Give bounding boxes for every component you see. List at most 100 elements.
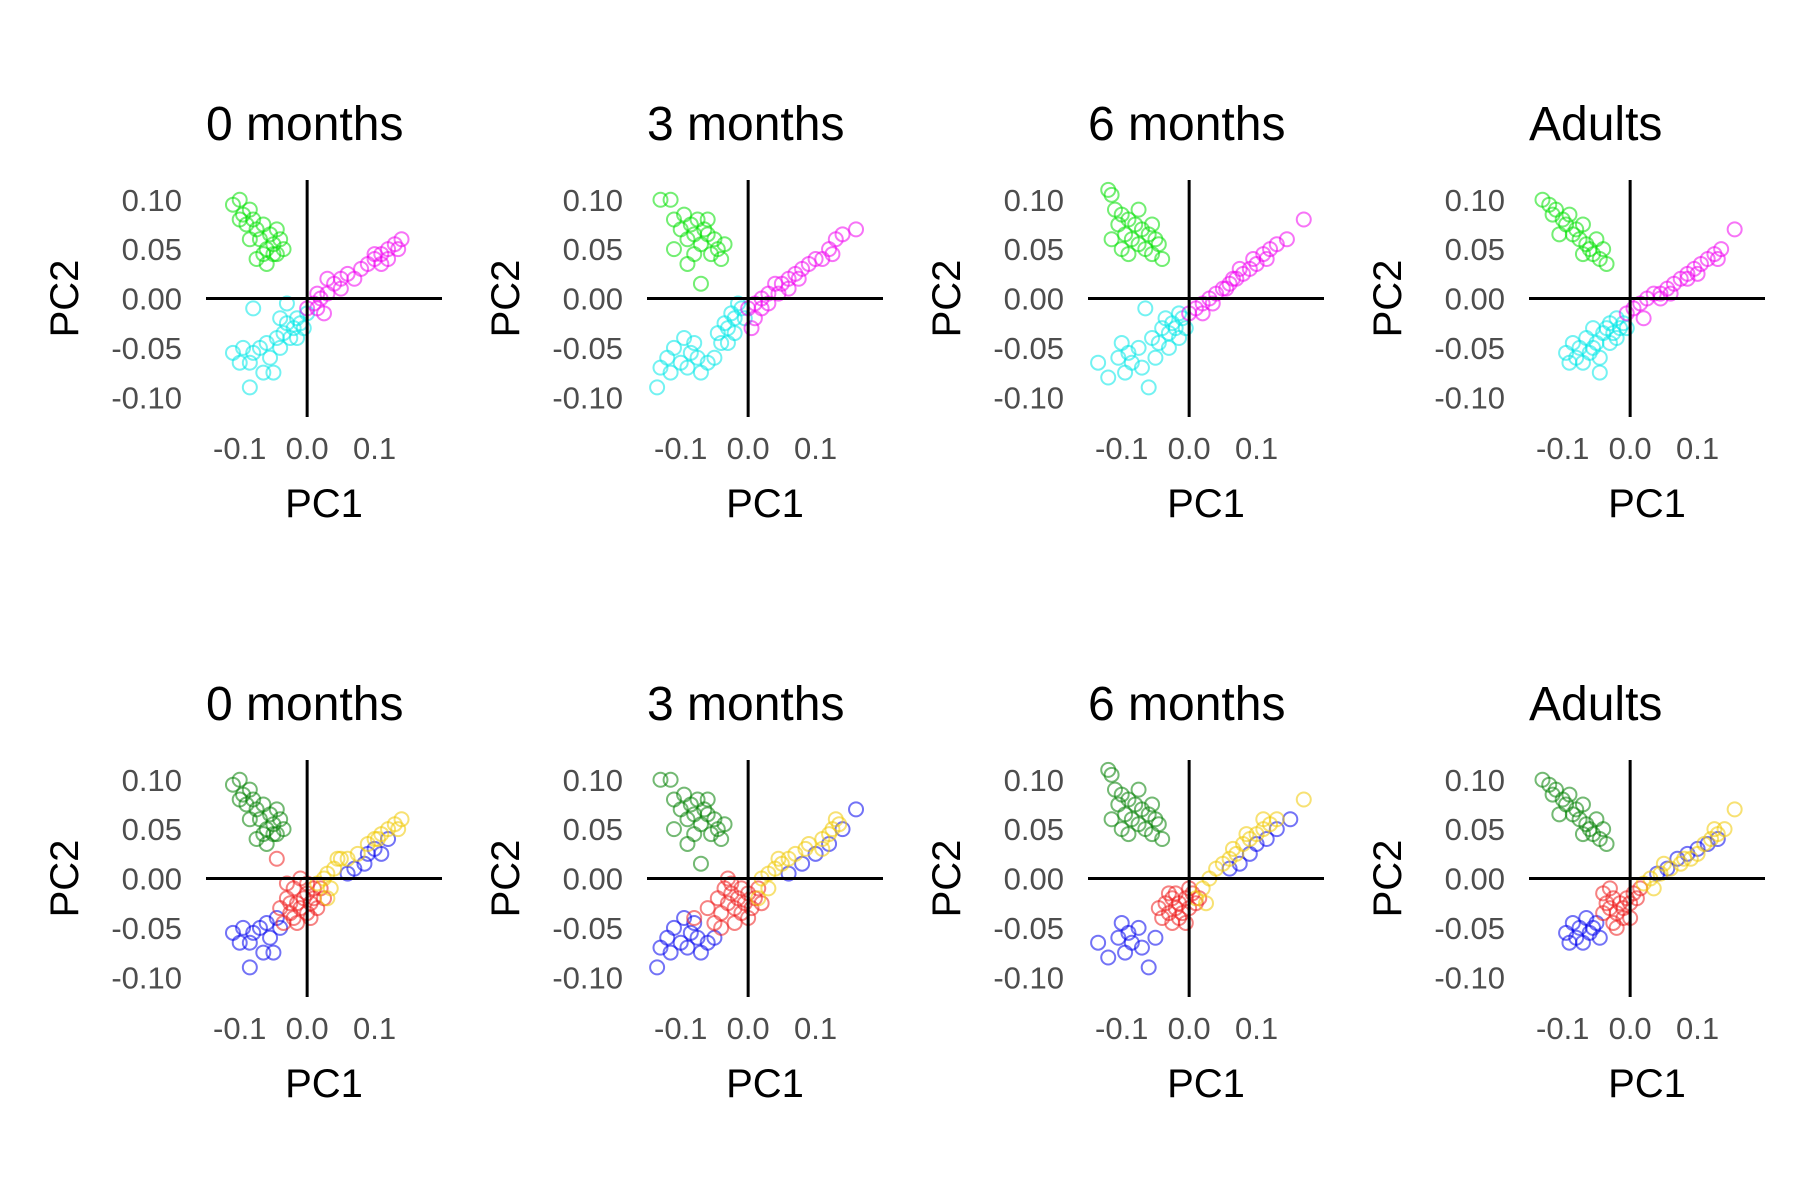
data-point: [1150, 816, 1167, 833]
y-tick-label: -0.10: [1434, 380, 1505, 415]
data-point: [699, 900, 716, 917]
data-point: [848, 221, 865, 238]
x-tick-label: 0.0: [727, 1011, 770, 1046]
data-point: [1177, 320, 1194, 337]
data-point: [1561, 206, 1578, 223]
y-axis-title: PC2: [1366, 840, 1410, 918]
y-tick-label: -0.10: [993, 380, 1064, 415]
data-point: [713, 831, 730, 847]
data-point: [241, 959, 258, 976]
data-point: [665, 241, 682, 258]
data-point: [665, 821, 682, 838]
data-point: [235, 339, 252, 356]
y-tick-label: 0.05: [1445, 812, 1505, 847]
data-point: [662, 944, 679, 961]
data-point: [1100, 761, 1117, 778]
data-point: [393, 811, 410, 828]
data-point: [272, 339, 289, 356]
data-point: [255, 364, 272, 381]
data-point: [1278, 231, 1295, 248]
x-axis-title: PC1: [285, 482, 363, 526]
panel-title: 6 months: [1088, 98, 1285, 151]
data-point: [1231, 260, 1248, 277]
data-point: [719, 334, 736, 351]
data-point: [268, 850, 285, 867]
data-point: [289, 330, 306, 346]
data-point: [1706, 821, 1723, 838]
data-point: [1130, 919, 1147, 936]
x-tick-label: -0.1: [1536, 431, 1589, 466]
y-tick-label: -0.10: [552, 960, 623, 995]
x-tick-label: -0.1: [213, 431, 266, 466]
data-point: [649, 959, 666, 976]
data-point: [1645, 880, 1662, 897]
data-point: [1258, 831, 1275, 847]
data-point: [824, 246, 841, 263]
scatter-panel: 6 months 0.10 0.05 0.00 -0.05 -0.10 -0.1 0.0 0.1…: [925, 678, 1324, 1106]
x-tick-label: 0.1: [794, 431, 837, 466]
data-point: [1231, 855, 1248, 872]
y-tick-label: -0.10: [552, 380, 623, 415]
data-point: [275, 821, 292, 838]
data-point: [1154, 251, 1171, 267]
data-point: [1147, 929, 1164, 946]
data-point: [659, 349, 676, 366]
scatter-panel: 3 months 0.10 0.05 0.00 -0.05 -0.10 -0.1 0.0 0.1…: [484, 98, 883, 526]
y-tick-label: -0.10: [993, 960, 1064, 995]
data-point: [329, 850, 346, 867]
x-axis-title: PC1: [726, 482, 804, 526]
data-point: [706, 231, 723, 248]
data-point: [262, 349, 279, 366]
data-point: [1598, 255, 1615, 272]
data-point: [1726, 221, 1743, 238]
data-point: [1100, 369, 1117, 386]
data-point: [662, 191, 679, 208]
data-point: [316, 305, 332, 322]
data-point: [1150, 900, 1167, 917]
data-point: [1574, 246, 1591, 263]
data-point: [652, 771, 669, 788]
data-point: [1268, 236, 1285, 253]
data-point: [231, 791, 248, 808]
data-point: [373, 255, 390, 272]
panel-title: 0 months: [206, 678, 403, 731]
y-tick-label: 0.00: [1004, 862, 1064, 897]
scatter-panel: 3 months 0.10 0.05 0.00 -0.05 -0.10 -0.1 0.0 0.1…: [484, 678, 883, 1106]
data-point: [1100, 181, 1117, 198]
data-point: [275, 241, 292, 258]
data-point: [309, 285, 326, 302]
data-point: [787, 845, 804, 862]
data-point: [750, 880, 767, 897]
data-point: [726, 914, 743, 931]
data-point: [1295, 791, 1312, 808]
data-point: [1282, 811, 1299, 828]
y-axis-title: PC2: [484, 260, 528, 338]
data-point: [1601, 880, 1618, 897]
data-point: [1574, 796, 1591, 813]
data-point: [713, 919, 730, 936]
data-point: [753, 300, 770, 317]
data-point: [1171, 305, 1188, 322]
data-point: [1140, 959, 1157, 976]
data-point: [1160, 885, 1177, 902]
data-point: [390, 821, 407, 838]
data-point: [1676, 850, 1693, 867]
data-point: [1652, 865, 1669, 882]
data-point: [255, 944, 272, 961]
data-point: [1194, 305, 1211, 322]
data-point: [1198, 895, 1214, 912]
data-point: [241, 379, 258, 396]
panel-title: 3 months: [647, 678, 844, 731]
data-point: [686, 910, 703, 926]
scatter-panel: 0 months 0.10 0.05 0.00 -0.05 -0.10 -0.1 0.0 0.1…: [43, 98, 442, 526]
data-point: [1662, 285, 1679, 302]
data-point: [1551, 226, 1568, 243]
data-point: [1608, 919, 1625, 936]
data-point: [848, 801, 865, 818]
data-point: [1133, 359, 1150, 376]
data-point: [686, 246, 703, 263]
data-point: [241, 201, 258, 218]
x-axis-title: PC1: [1167, 482, 1245, 526]
y-tick-label: 0.05: [122, 812, 182, 847]
y-tick-label: 0.00: [1445, 862, 1505, 897]
